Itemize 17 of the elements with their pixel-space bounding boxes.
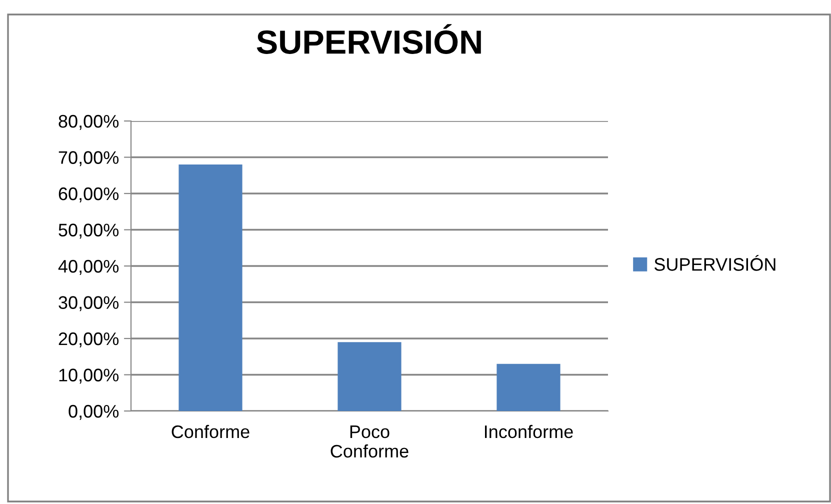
y-tick-label: 30,00% xyxy=(58,296,119,312)
y-tick-label: 10,00% xyxy=(59,368,119,384)
y-tick-label: 70,00% xyxy=(58,151,119,166)
x-tick-label: Inconforme xyxy=(485,424,573,438)
y-tick-label: 60,00% xyxy=(58,187,119,202)
bar xyxy=(496,364,560,411)
y-tick-label: 0,00% xyxy=(68,404,119,420)
y-tick-label: 80,00% xyxy=(58,114,119,130)
bar xyxy=(178,164,242,411)
legend-label: SUPERVISIÓN xyxy=(654,255,776,271)
x-tick-label: Conforme xyxy=(172,424,250,438)
y-tick-label: 40,00% xyxy=(58,260,119,275)
y-tick-label: 20,00% xyxy=(58,332,119,348)
bar xyxy=(338,342,402,411)
y-tick-label: 50,00% xyxy=(58,224,119,239)
x-tick-label: Poco Conforme xyxy=(330,426,408,458)
chart-title: SUPERVISIÓN xyxy=(256,24,481,54)
